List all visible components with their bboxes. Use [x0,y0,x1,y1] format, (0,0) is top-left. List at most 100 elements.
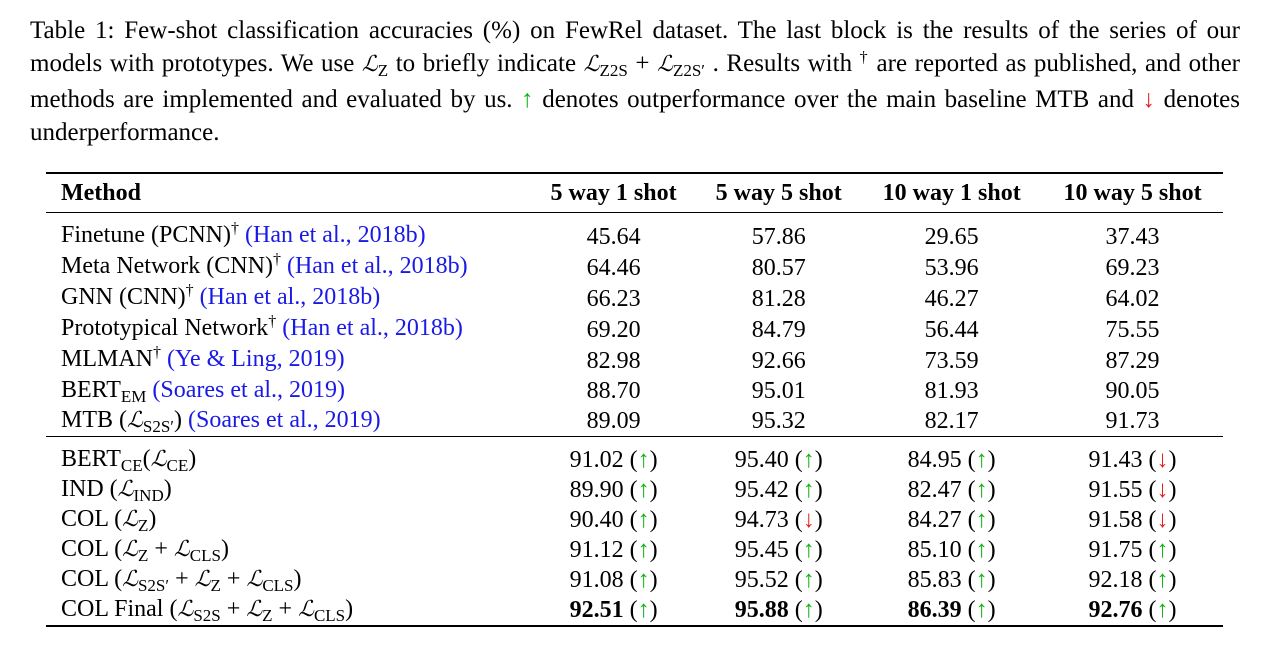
up-arrow-icon: ↑ [802,447,815,473]
paren-close: ) [649,477,658,503]
table-row: MLMAN† (Ye & Ling, 2019) 82.98 92.66 73.59 8… [46,344,1223,376]
loss-plus: + [272,596,299,622]
loss-open: ( [108,566,123,592]
up-arrow-icon: ↑ [637,477,650,503]
paren-open: ( [623,447,638,473]
paren-open: ( [623,507,638,533]
loss-symbol: ℒ [150,447,167,472]
paren-close: ) [649,507,658,533]
paren-open: ( [623,477,638,503]
method-subscript: CE [120,456,143,475]
loss-open: ( [108,506,123,532]
paren-close: ) [1168,447,1177,473]
paren-close: ) [649,597,658,623]
paren-open: ( [788,537,803,563]
method-cell: COL Final (ℒS2S + ℒZ + ℒCLS) [46,595,531,627]
dagger-mark: † [153,344,162,361]
table-row: COL (ℒZ) 90.40 (↑) 94.73 (↓) 84.27 (↑) 91.58… [46,505,1223,535]
up-arrow-icon: ↑ [975,477,988,503]
paren-open: ( [623,567,638,593]
value-cell: 95.40 (↑) [696,436,862,475]
paren-close: ) [814,567,823,593]
up-arrow-icon: ↑ [637,567,650,593]
value-cell: 45.64 [531,212,697,252]
up-arrow-icon: ↑ [975,507,988,533]
loss-symbol: ℒ [122,567,138,592]
value-number: 85.10 [907,537,962,563]
paren-close: ) [987,537,996,563]
citation-link: (Han et al., 2018b) [245,222,426,248]
method-name: Prototypical Network [61,315,269,341]
paren-open: ( [1142,537,1157,563]
loss-close: ) [163,476,172,502]
loss-subscript: S2S [193,606,221,625]
value-cell: 84.95 (↑) [861,436,1043,475]
up-arrow-icon: ↑ [637,537,650,563]
loss-subscript: S2S′ [142,417,175,436]
down-arrow-icon: ↓ [1156,447,1169,473]
method-name: IND [61,476,104,502]
value-cell: 56.44 [924,316,979,343]
method-name: MLMAN [61,346,154,372]
paren-close: ) [1168,537,1177,563]
value-cell: 81.93 [924,378,979,404]
value-cell: 91.02 (↑) [531,436,697,475]
loss-open: ( [113,407,128,433]
method-cell: COL (ℒS2S′ + ℒZ + ℒCLS) [46,565,531,595]
value-number: 95.45 [734,537,789,563]
value-cell: 82.17 [924,408,979,434]
our-models-block: BERTCE(ℒCE) 91.02 (↑) 95.40 (↑) 84.95 (↑) 91… [46,436,1223,627]
citation-link: (Han et al., 2018b) [286,253,468,279]
caption-text: denotes underperformance. [30,86,1240,146]
method-name: GNN (CNN) [61,284,186,310]
value-cell: 92.76 (↑) [1042,595,1223,627]
down-arrow-icon: ↓ [1156,477,1169,503]
header-5way1shot: 5 way 1 shot [550,180,677,206]
paren-open: ( [623,537,638,563]
value-cell: 95.88 (↑) [696,595,862,627]
loss-subscript: CLS [262,576,294,595]
paren-open: ( [1142,507,1157,533]
method-cell: COL (ℒZ) [46,505,531,535]
value-cell: 90.05 [1105,378,1160,404]
value-number: 91.08 [569,567,624,593]
value-number: 91.12 [569,537,624,563]
method-cell: BERTEM (Soares et al., 2019) [46,376,531,406]
value-number: 95.42 [734,477,789,503]
citation-link: (Han et al., 2018b) [282,315,463,341]
dagger-mark: † [231,220,239,237]
paren-close: ) [649,447,658,473]
paren-close: ) [649,567,658,593]
method-cell: GNN (CNN)† (Han et al., 2018b) [46,282,531,314]
citation-link: (Han et al., 2018b) [199,284,381,310]
loss-symbol: ℒ [122,507,138,532]
value-number: 84.27 [907,507,962,533]
table-row: COL Final (ℒS2S + ℒZ + ℒCLS) 92.51 (↑) 95.… [46,595,1223,627]
value-cell: 84.79 [751,316,806,343]
table-row: IND (ℒIND) 89.90 (↑) 95.42 (↑) 82.47 (↑) 91.… [46,475,1223,505]
loss-plus: + [148,536,174,562]
loss-subscript: Z [262,606,273,625]
value-cell: 57.86 [696,212,862,252]
up-arrow-icon: ↑ [637,447,650,473]
loss-symbol: ℒ [194,567,211,592]
loss-symbol: ℒ [122,537,138,562]
citation-link: (Soares et al., 2019) [152,377,346,403]
value-cell: 82.98 [586,347,641,374]
header-5way5shot: 5 way 5 shot [715,180,842,206]
value-cell: 80.57 [751,254,806,281]
loss-symbol: ℒ [127,408,143,433]
paren-open: ( [961,567,976,593]
caption-plus: + [627,50,658,77]
value-number: 84.95 [907,447,962,473]
up-arrow-icon: ↑ [975,597,988,623]
paren-open: ( [788,597,803,623]
value-cell: 81.28 [751,285,806,312]
up-arrow-icon: ↑ [975,537,988,563]
caption-text: denotes outperformance over the main bas… [533,86,1143,113]
value-number: 92.18 [1088,567,1143,593]
value-number: 90.40 [569,507,624,533]
value-cell: 91.12 (↑) [531,535,696,565]
value-cell: 92.18 (↑) [1042,565,1223,595]
method-name: Finetune (PCNN) [61,222,231,248]
